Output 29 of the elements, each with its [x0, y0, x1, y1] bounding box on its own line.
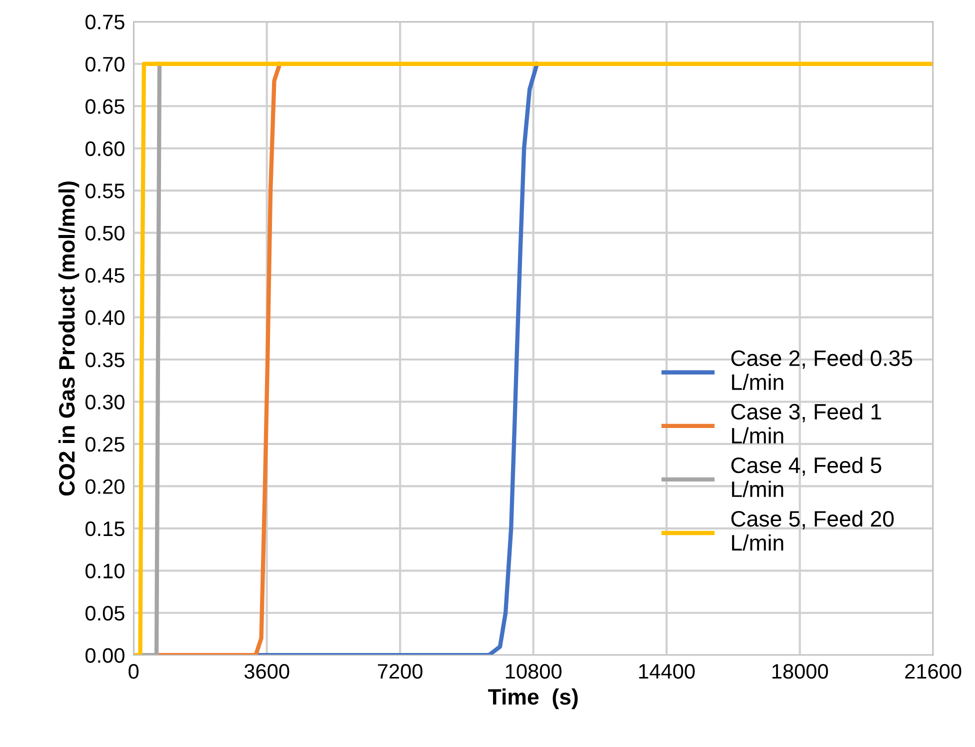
legend-label: Case 4, Feed 5 L/min	[731, 456, 882, 498]
legend-label: Case 3, Feed 1 L/min	[731, 403, 882, 444]
y-tick-label: 0.30	[86, 394, 124, 410]
y-tick-label: 0.50	[86, 226, 124, 241]
x-tick-label: 0	[128, 664, 139, 679]
y-tick-label: 0.05	[86, 606, 124, 621]
y-tick-label: 0.40	[86, 310, 124, 326]
x-tick-label: 14400	[639, 664, 695, 679]
y-tick-label: 0.35	[86, 352, 124, 368]
y-tick-label: 0.00	[86, 648, 124, 663]
y-tick-label: 0.65	[86, 99, 124, 114]
y-tick-label: 0.10	[86, 564, 124, 578]
y-tick-label: 0.20	[86, 479, 124, 494]
legend-label: Case 5, Feed 20 L/min	[731, 510, 894, 551]
y-tick-label: 0.25	[86, 436, 124, 452]
y-tick-label: 0.15	[86, 521, 124, 536]
y-tick-label: 0.70	[86, 56, 124, 72]
x-axis-title: Time (s)	[488, 688, 578, 710]
y-tick-label: 0.45	[86, 268, 124, 283]
x-tick-label: 18000	[772, 664, 828, 679]
x-tick-label: 3600	[244, 664, 290, 679]
y-tick-label: 0.75	[86, 14, 124, 30]
x-tick-label: 10800	[506, 664, 562, 679]
x-tick-label: 7200	[378, 664, 422, 679]
y-tick-label: 0.60	[86, 141, 124, 156]
y-tick-label: 0.55	[86, 184, 124, 198]
y-axis-title: CO2 in Gas Product (mol/mol)	[58, 181, 80, 496]
x-tick-label: 21600	[905, 664, 962, 679]
legend-label: Case 2, Feed 0.35 L/min	[731, 350, 912, 390]
